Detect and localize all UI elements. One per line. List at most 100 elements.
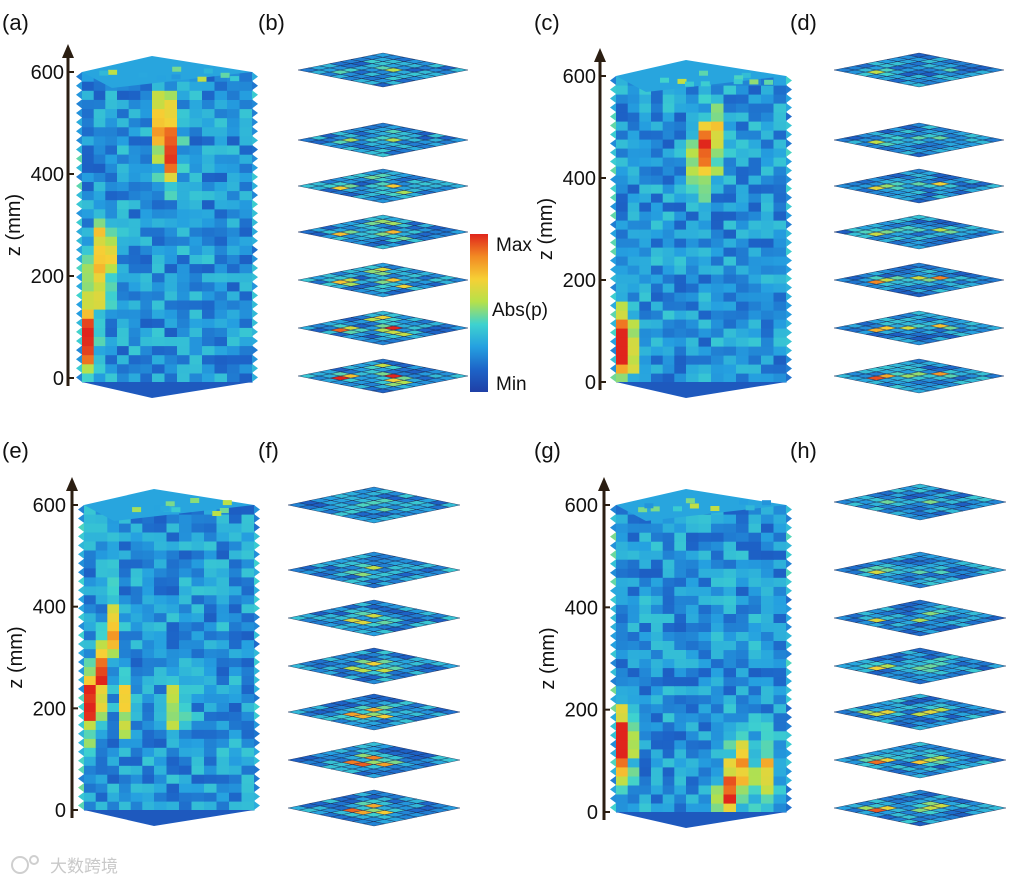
side-cell bbox=[761, 193, 775, 203]
edge-tooth bbox=[610, 577, 616, 587]
side-cell bbox=[229, 639, 243, 650]
side-cell bbox=[229, 576, 243, 587]
front-cell bbox=[674, 730, 687, 741]
edge-tooth bbox=[786, 595, 792, 605]
edge-tooth bbox=[78, 558, 84, 568]
side-cell bbox=[761, 310, 775, 320]
edge-tooth bbox=[76, 217, 82, 227]
front-cell bbox=[674, 676, 687, 687]
side-cell bbox=[216, 783, 230, 793]
edge-tooth bbox=[254, 756, 260, 766]
side-cell bbox=[711, 568, 725, 578]
side-cell bbox=[239, 217, 253, 228]
side-cell bbox=[748, 568, 762, 578]
edge-tooth bbox=[610, 364, 616, 373]
front-cell bbox=[119, 648, 132, 659]
front-cell bbox=[639, 139, 652, 149]
front-cell bbox=[117, 245, 130, 255]
side-cell bbox=[723, 586, 737, 596]
top-cell bbox=[710, 506, 720, 511]
front-cell bbox=[105, 254, 118, 265]
side-cell bbox=[748, 712, 762, 723]
side-cell bbox=[761, 337, 775, 347]
front-cell bbox=[142, 729, 155, 739]
front-cell bbox=[662, 559, 675, 569]
side-cell bbox=[686, 667, 700, 678]
side-cell bbox=[179, 522, 193, 533]
edge-tooth bbox=[76, 90, 82, 100]
edge-tooth bbox=[610, 328, 616, 337]
front-cell bbox=[662, 283, 675, 293]
front-cell bbox=[627, 803, 640, 813]
side-cell bbox=[736, 346, 750, 356]
front-cell bbox=[84, 756, 97, 766]
front-cell bbox=[627, 238, 640, 248]
side-cell bbox=[229, 612, 243, 623]
side-cell bbox=[711, 712, 725, 723]
side-cell bbox=[723, 703, 737, 714]
front-cell bbox=[142, 666, 155, 677]
side-cell bbox=[202, 163, 216, 173]
slice-plate bbox=[297, 358, 469, 394]
edge-tooth bbox=[786, 175, 792, 184]
edge-tooth bbox=[786, 247, 792, 256]
front-cell bbox=[140, 281, 153, 292]
side-cell bbox=[154, 684, 168, 694]
front-cell bbox=[128, 281, 141, 292]
edge-tooth bbox=[786, 712, 792, 722]
front-cell bbox=[627, 355, 640, 365]
top-cell bbox=[171, 74, 181, 80]
side-cell bbox=[698, 121, 712, 131]
side-cell bbox=[202, 190, 216, 201]
edge-tooth bbox=[786, 793, 792, 803]
side-cell bbox=[152, 108, 166, 119]
side-cell bbox=[698, 532, 712, 542]
side-cell bbox=[177, 81, 191, 91]
front-cell bbox=[119, 666, 132, 677]
front-cell bbox=[130, 648, 143, 659]
front-cell bbox=[674, 541, 687, 551]
front-cell bbox=[117, 227, 130, 237]
watermark-text: 大数跨境 bbox=[50, 857, 118, 877]
side-cell bbox=[711, 667, 725, 678]
edge-tooth bbox=[78, 639, 84, 649]
side-cell bbox=[748, 175, 762, 185]
side-cell bbox=[241, 801, 255, 811]
front-cell bbox=[82, 90, 95, 100]
edge-tooth bbox=[76, 345, 82, 355]
front-cell bbox=[84, 603, 97, 614]
front-cell bbox=[119, 567, 132, 578]
front-cell bbox=[119, 621, 132, 632]
side-cell bbox=[711, 184, 725, 194]
side-cell bbox=[191, 792, 205, 802]
edge-tooth bbox=[254, 648, 260, 658]
front-cell bbox=[117, 318, 130, 328]
front-cell bbox=[84, 514, 97, 524]
side-cell bbox=[698, 355, 712, 365]
side-cell bbox=[239, 236, 253, 246]
side-cell bbox=[761, 229, 775, 239]
front-cell bbox=[128, 272, 141, 283]
side-cell bbox=[773, 523, 787, 533]
side-cell bbox=[164, 208, 178, 219]
side-cell bbox=[214, 99, 228, 110]
edge-tooth bbox=[786, 139, 792, 148]
slice-cell bbox=[446, 183, 469, 189]
side-cell bbox=[204, 756, 218, 766]
side-cell bbox=[711, 586, 725, 596]
front-cell bbox=[651, 685, 664, 696]
side-cell bbox=[189, 154, 203, 164]
front-cell bbox=[140, 181, 153, 192]
front-cell bbox=[93, 327, 106, 337]
side-cell bbox=[164, 363, 178, 374]
front-cell bbox=[105, 99, 118, 110]
front-cell bbox=[117, 236, 130, 246]
top-cell bbox=[685, 498, 695, 504]
edge-tooth bbox=[76, 272, 82, 282]
side-cell bbox=[723, 604, 737, 614]
front-cell bbox=[662, 238, 675, 248]
front-cell bbox=[651, 550, 664, 560]
edge-tooth bbox=[610, 220, 616, 229]
front-cell bbox=[662, 256, 675, 266]
front-cell bbox=[107, 612, 120, 623]
